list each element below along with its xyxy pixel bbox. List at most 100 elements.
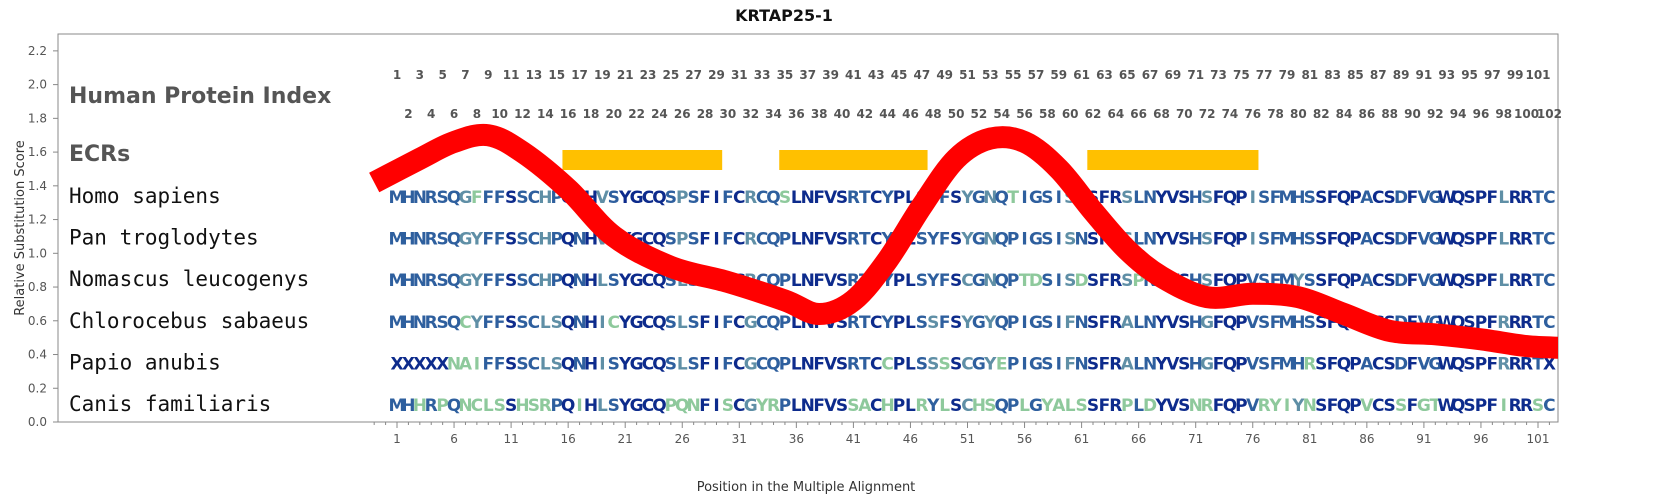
index-number: 45 [891, 68, 908, 82]
residue: S [1304, 230, 1316, 250]
index-number: 36 [788, 107, 805, 121]
index-number: 76 [1244, 107, 1261, 121]
residue: S [494, 396, 506, 416]
residue: L [677, 313, 688, 333]
residue: R [1303, 354, 1316, 374]
index-number: 54 [993, 107, 1010, 121]
residue: S [608, 354, 620, 374]
residue: X [413, 354, 426, 374]
index-number: 19 [594, 68, 611, 82]
residue: W [1437, 271, 1456, 291]
x-tick-label: 71 [1188, 432, 1203, 446]
residue: Y [618, 354, 632, 374]
residue: Q [1337, 271, 1351, 291]
index-number: 44 [879, 107, 896, 121]
residue: P [893, 396, 905, 416]
residue: H [401, 313, 415, 333]
residue: S [1041, 230, 1053, 250]
residue: Y [983, 354, 997, 374]
residue: S [1178, 313, 1190, 333]
residue: F [1327, 188, 1339, 208]
residue: Y [960, 188, 974, 208]
y-tick-label: 2.0 [28, 78, 47, 92]
residue: S [551, 313, 563, 333]
residue: S [847, 396, 859, 416]
residue: P [893, 188, 905, 208]
x-tick-label: 96 [1473, 432, 1488, 446]
residue: L [597, 396, 608, 416]
residue: P [1475, 313, 1487, 333]
residue: F [1099, 188, 1111, 208]
index-number: 69 [1165, 68, 1182, 82]
residue: P [779, 271, 791, 291]
index-number: 13 [526, 68, 543, 82]
residue: T [1532, 313, 1544, 333]
residue: F [1487, 188, 1499, 208]
residue: C [870, 188, 882, 208]
residue: F [1327, 313, 1339, 333]
residue: P [1475, 354, 1487, 374]
residue: S [516, 271, 528, 291]
residue: P [1235, 354, 1247, 374]
x-tick-label: 16 [561, 432, 576, 446]
residue: A [459, 354, 473, 374]
residue: S [1201, 188, 1213, 208]
index-number: 43 [868, 68, 885, 82]
y-axis-title: Relative Substitution Score [13, 140, 28, 316]
residue: L [540, 354, 551, 374]
index-number: 48 [925, 107, 942, 121]
residue: V [824, 230, 838, 250]
x-tick-label: 36 [789, 432, 804, 446]
x-tick-label: 61 [1074, 432, 1089, 446]
residue: P [893, 313, 905, 333]
residue: G [1200, 354, 1214, 374]
residue: R [744, 230, 757, 250]
residue: H [1189, 230, 1203, 250]
index-number: 29 [708, 68, 725, 82]
residue: S [516, 188, 528, 208]
x-tick-label: 56 [1017, 432, 1032, 446]
residue: S [608, 271, 620, 291]
residue: C [870, 313, 882, 333]
residue: P [676, 188, 688, 208]
residue: R [1520, 188, 1533, 208]
ecr-bars [562, 150, 1259, 170]
residue: C [459, 313, 471, 333]
index-number: 21 [617, 68, 634, 82]
residue: F [699, 396, 711, 416]
residue: R [1109, 313, 1122, 333]
residue: H [1291, 230, 1305, 250]
residue: N [572, 271, 586, 291]
residue: S [950, 313, 962, 333]
residue: P [1007, 354, 1019, 374]
residue: Y [1154, 188, 1168, 208]
residue: V [1246, 396, 1260, 416]
residue: N [1189, 396, 1203, 416]
residue: G [630, 271, 644, 291]
residue: H [584, 271, 598, 291]
residue: I [1021, 354, 1027, 374]
residue: S [528, 396, 540, 416]
residue: V [1360, 396, 1374, 416]
residue: E [996, 354, 1008, 374]
residue: S [1087, 354, 1099, 374]
residue: V [1166, 313, 1180, 333]
residue: S [1178, 230, 1190, 250]
residue: Q [561, 230, 575, 250]
residue: T [1007, 188, 1019, 208]
residue: S [608, 396, 620, 416]
residue: Q [1337, 230, 1351, 250]
residue: I [1056, 313, 1062, 333]
residue: H [584, 354, 598, 374]
residue: C [642, 188, 654, 208]
residue: G [972, 188, 986, 208]
residue: W [1437, 188, 1456, 208]
residue: I [599, 313, 605, 333]
species-label: Chlorocebus sabaeus [69, 309, 309, 333]
residue: G [458, 271, 472, 291]
residue: I [599, 354, 605, 374]
residue: S [836, 396, 848, 416]
residue: V [1166, 354, 1180, 374]
x-tick-label: 76 [1245, 432, 1260, 446]
residue: N [801, 188, 815, 208]
